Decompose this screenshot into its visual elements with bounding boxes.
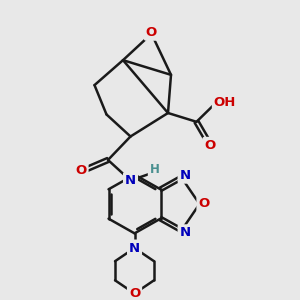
Text: N: N (129, 242, 140, 254)
Text: OH: OH (214, 96, 236, 109)
Text: O: O (204, 139, 216, 152)
Text: O: O (129, 287, 140, 300)
Text: N: N (179, 226, 191, 239)
Text: O: O (75, 164, 87, 177)
Text: N: N (179, 169, 191, 182)
Text: O: O (198, 197, 210, 211)
Text: N: N (125, 174, 136, 187)
Text: H: H (150, 163, 159, 176)
Text: O: O (146, 26, 157, 39)
